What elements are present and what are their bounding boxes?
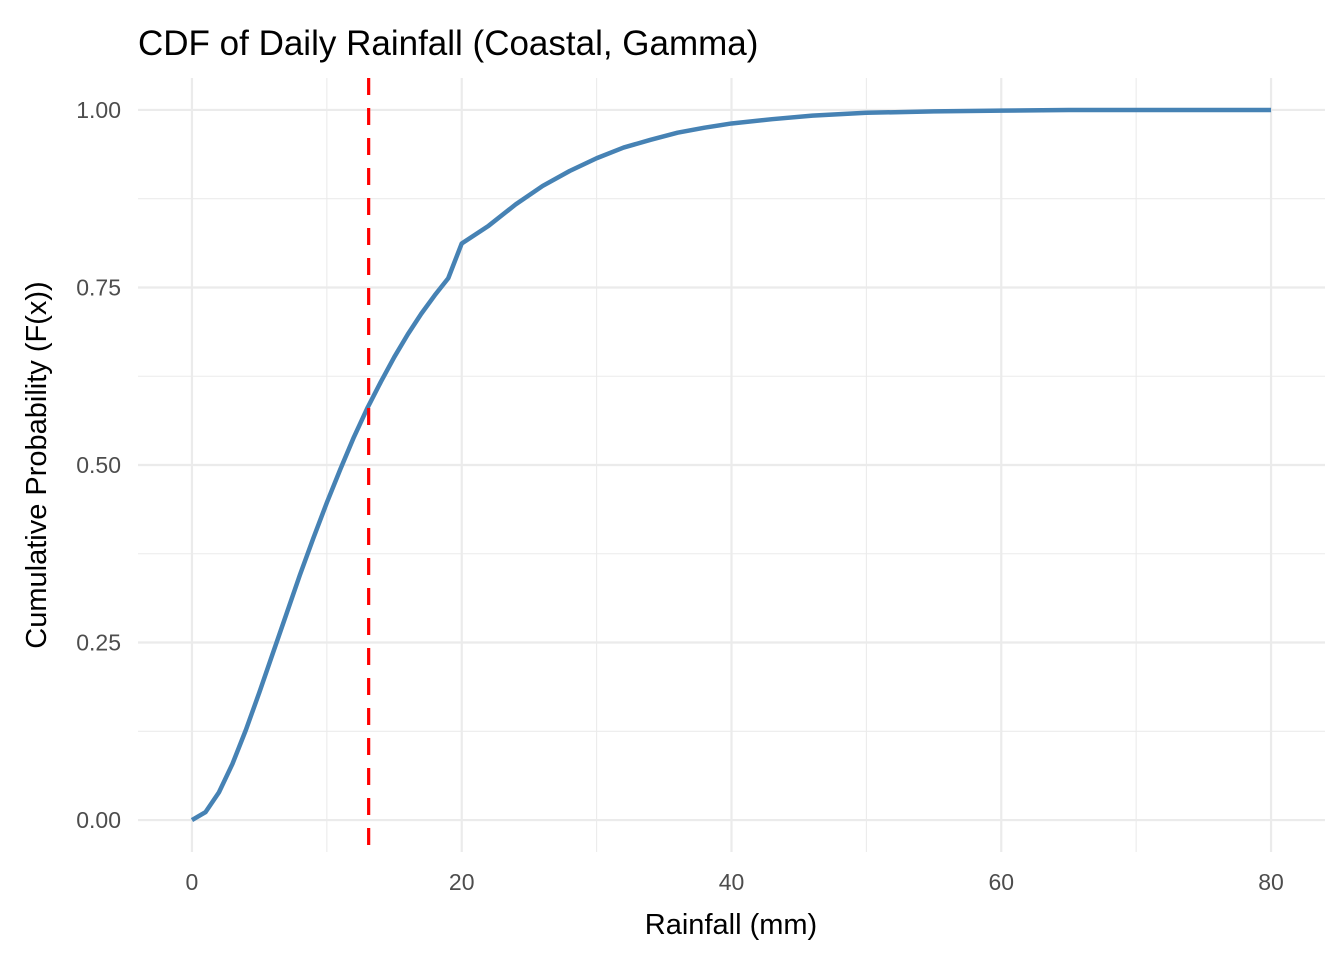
cdf-line — [190, 107, 1272, 822]
y-tick-label: 1.00 — [76, 97, 121, 123]
x-tick-label: 20 — [449, 869, 475, 895]
y-tick-label: 0.25 — [76, 630, 121, 656]
y-axis-tick-labels: 0.00 0.25 0.50 0.75 1.00 — [76, 97, 121, 833]
y-tick-label: 0.00 — [76, 807, 121, 833]
x-tick-label: 40 — [719, 869, 745, 895]
x-tick-label: 60 — [988, 869, 1014, 895]
chart-title: CDF of Daily Rainfall (Coastal, Gamma) — [138, 24, 758, 63]
x-tick-label: 80 — [1258, 869, 1284, 895]
y-tick-label: 0.75 — [76, 274, 121, 300]
y-axis-title: Cumulative Probability (F(x)) — [21, 281, 53, 648]
x-axis-tick-labels: 0 20 40 60 80 — [186, 869, 1284, 895]
series-layer — [190, 107, 1272, 822]
major-gridlines — [138, 78, 1325, 852]
x-axis-title: Rainfall (mm) — [645, 909, 817, 941]
y-tick-label: 0.50 — [76, 452, 121, 478]
x-tick-label: 0 — [186, 869, 199, 895]
